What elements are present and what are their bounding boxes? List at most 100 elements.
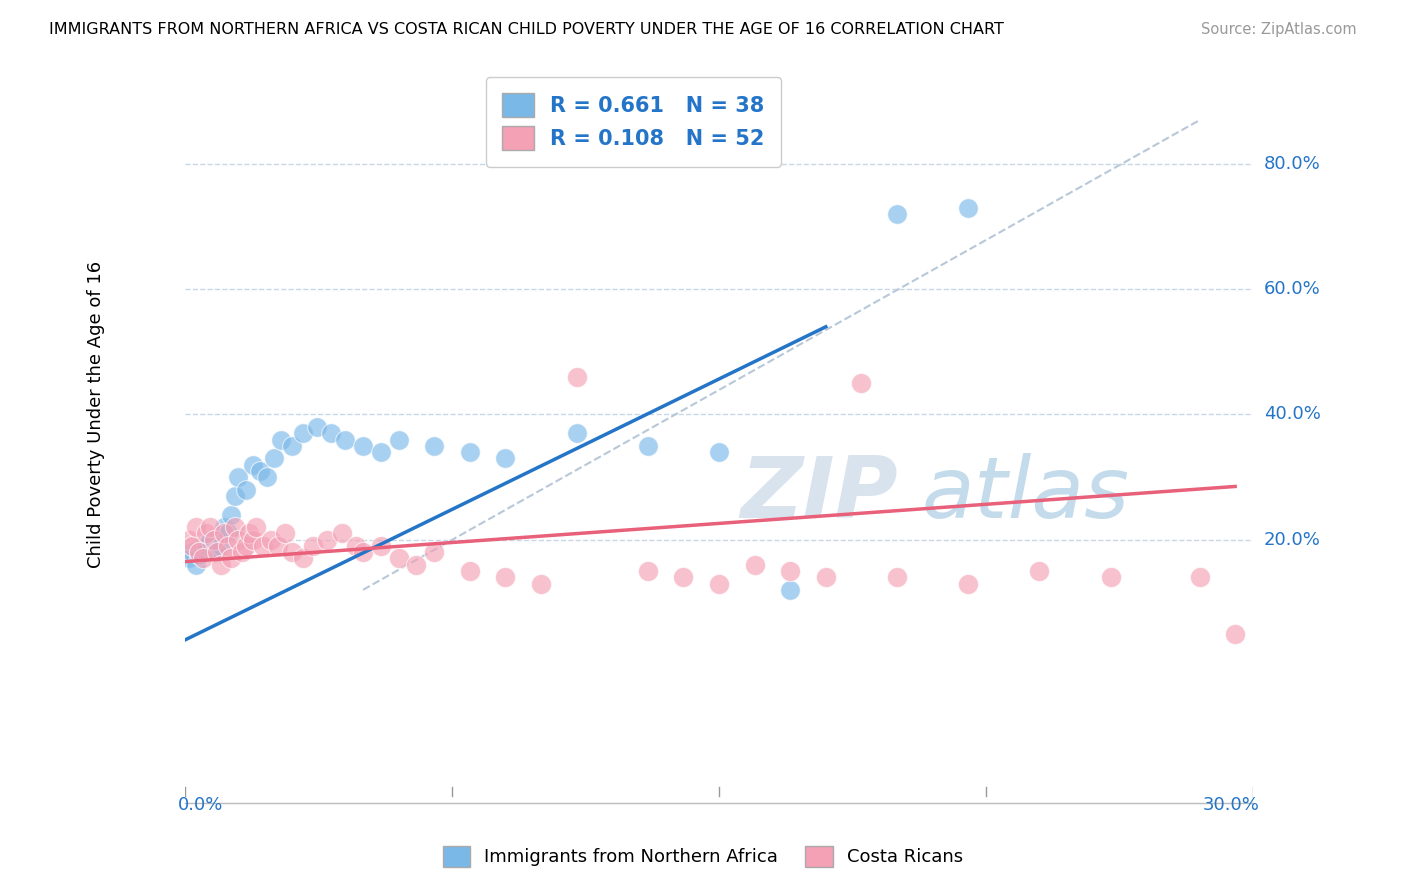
Point (188, 549, 211, 563)
Point (228, 470, 250, 484)
Point (851, 376, 873, 391)
Point (198, 520, 221, 534)
Point (316, 533, 339, 547)
Point (256, 470, 278, 484)
Point (228, 533, 250, 547)
Point (672, 570, 695, 584)
Point (370, 445, 392, 459)
Point (214, 520, 236, 534)
Legend: Immigrants from Northern Africa, Costa Ricans: Immigrants from Northern Africa, Costa R… (436, 838, 970, 874)
Point (291, 551, 314, 566)
Point (242, 533, 264, 547)
Point (352, 439, 374, 453)
Point (205, 545, 228, 559)
Point (530, 576, 553, 591)
Point (242, 458, 264, 472)
Point (458, 564, 481, 578)
Point (330, 526, 353, 541)
Point (221, 551, 243, 566)
Point (305, 420, 328, 434)
Point (370, 539, 392, 553)
Point (1028, 564, 1050, 578)
Text: atlas: atlas (922, 452, 1130, 535)
Point (335, 433, 357, 447)
Point (221, 508, 243, 522)
Point (188, 545, 211, 559)
Point (235, 483, 257, 497)
Point (249, 464, 271, 478)
Point (238, 526, 260, 541)
Point (231, 545, 253, 559)
Point (957, 576, 980, 591)
Point (191, 542, 214, 557)
Point (886, 570, 908, 584)
Point (181, 539, 204, 553)
Text: 30.0%: 30.0% (1204, 797, 1260, 814)
Legend: R = 0.661   N = 38, R = 0.108   N = 52: R = 0.661 N = 38, R = 0.108 N = 52 (486, 77, 782, 167)
Point (195, 539, 218, 553)
Point (266, 539, 288, 553)
Point (344, 539, 367, 553)
Text: 60.0%: 60.0% (1264, 280, 1320, 298)
Point (957, 201, 980, 215)
Text: 20.0%: 20.0% (1264, 531, 1320, 549)
Point (319, 426, 342, 441)
Point (565, 426, 588, 441)
Point (177, 551, 200, 566)
Point (252, 539, 274, 553)
Point (352, 545, 374, 559)
Point (224, 520, 246, 534)
Text: 80.0%: 80.0% (1264, 155, 1320, 173)
Point (637, 564, 659, 578)
Point (565, 370, 588, 384)
Point (423, 545, 446, 559)
Point (191, 551, 214, 566)
Text: 40.0%: 40.0% (1264, 406, 1320, 424)
Point (259, 533, 281, 547)
Point (209, 558, 232, 572)
Point (779, 582, 801, 597)
Point (1223, 626, 1246, 640)
Point (184, 558, 207, 572)
Text: ZIP: ZIP (741, 452, 898, 535)
Text: IMMIGRANTS FROM NORTHERN AFRICA VS COSTA RICAN CHILD POVERTY UNDER THE AGE OF 16: IMMIGRANTS FROM NORTHERN AFRICA VS COSTA… (49, 22, 1004, 37)
Point (291, 426, 314, 441)
Point (707, 576, 730, 591)
Point (245, 520, 267, 534)
Point (202, 545, 225, 559)
Point (235, 539, 257, 553)
Point (388, 433, 411, 447)
Text: 0.0%: 0.0% (179, 797, 224, 814)
Point (217, 539, 239, 553)
Point (181, 545, 204, 559)
Point (388, 551, 411, 566)
Point (637, 439, 659, 453)
Point (281, 439, 304, 453)
Point (263, 451, 285, 466)
Point (274, 526, 297, 541)
Point (744, 558, 766, 572)
Point (423, 439, 446, 453)
Point (302, 539, 325, 553)
Point (814, 570, 837, 584)
Point (1188, 570, 1211, 584)
Point (177, 533, 200, 547)
Point (224, 489, 246, 503)
Point (494, 451, 516, 466)
Point (779, 564, 801, 578)
Point (886, 207, 908, 221)
Point (405, 558, 427, 572)
Point (202, 533, 225, 547)
Point (707, 445, 730, 459)
Point (1099, 570, 1122, 584)
Point (214, 526, 236, 541)
Point (195, 526, 218, 541)
Point (205, 542, 228, 557)
Point (198, 533, 221, 547)
Point (184, 520, 207, 534)
Point (209, 539, 232, 553)
Point (281, 545, 304, 559)
Point (270, 433, 292, 447)
Point (458, 445, 481, 459)
Text: Child Poverty Under the Age of 16: Child Poverty Under the Age of 16 (87, 260, 105, 568)
